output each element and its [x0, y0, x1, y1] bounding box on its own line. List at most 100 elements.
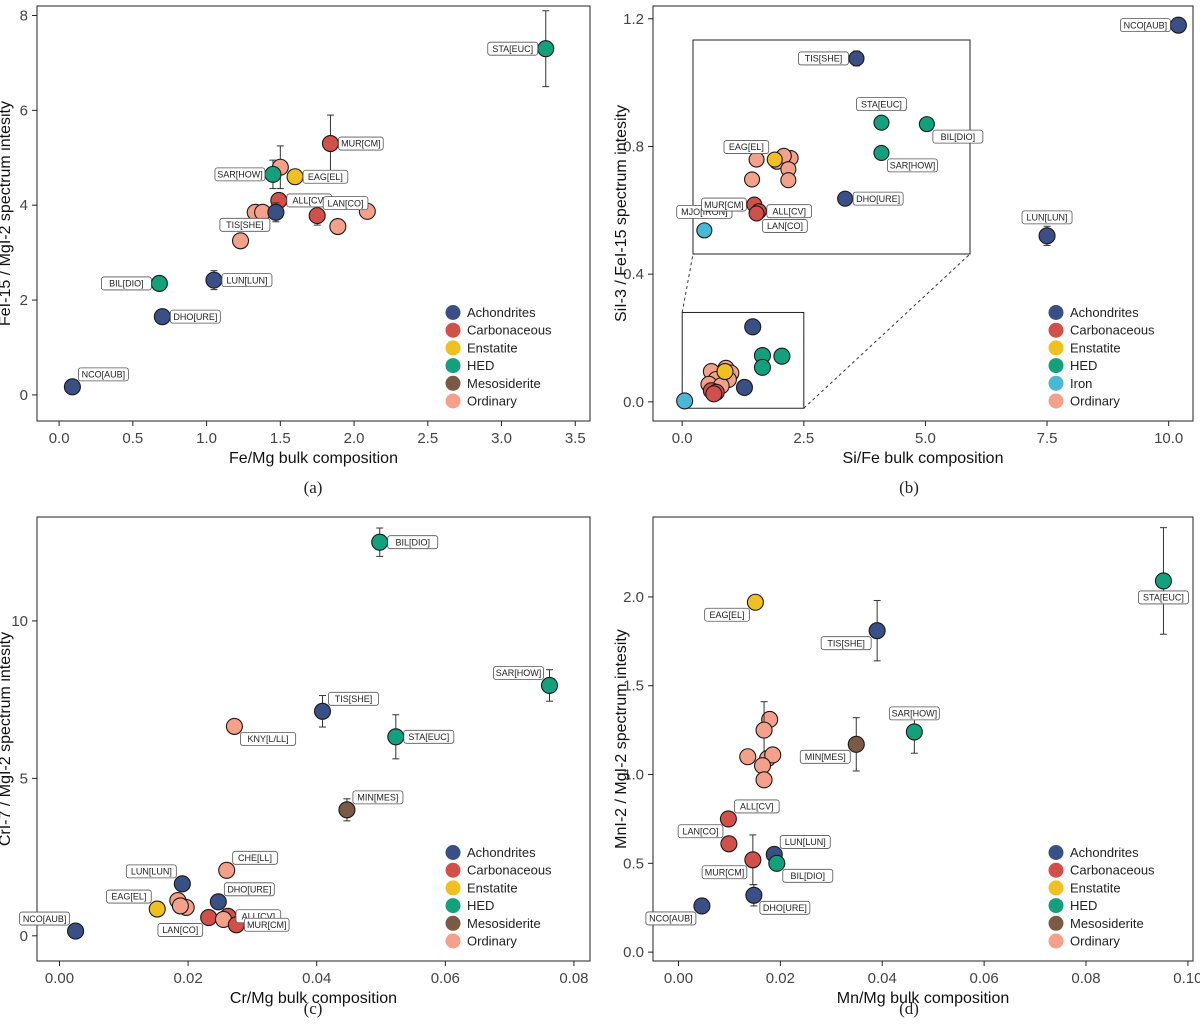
point-label-text: NCO[AUB] [1124, 20, 1168, 30]
point-label-text: DHO[URE] [763, 903, 807, 913]
point-label-box [704, 607, 750, 622]
data-point-hed-sar-how [873, 144, 890, 161]
point-label-tis-she: TIS[SHE] [328, 691, 379, 706]
point-label-box [157, 923, 204, 937]
point-label-text: LUN[LUN] [131, 867, 172, 877]
legend-label-hed: HED [467, 898, 494, 913]
point-label-text: STA[EUC] [408, 732, 449, 742]
x-axis-title: Si/Fe bulk composition [843, 450, 1004, 467]
point-label-box [387, 535, 439, 550]
data-point-achondrites-dho-ure [153, 308, 171, 326]
point-label-box [322, 196, 369, 211]
point-label-dho-ure: DHO[URE] [169, 309, 221, 324]
data-point-achondrites-nco-aub [693, 897, 711, 915]
legend-label-achondrites: Achondrites [1070, 305, 1139, 320]
point-label-text: SAR[HOW] [890, 161, 936, 171]
point-label-box [352, 790, 404, 805]
data-point-hed-bil-dio [150, 274, 168, 293]
legend-label-carbonaceous: Carbonaceous [467, 863, 552, 878]
legend-label-ordinary: Ordinary [1070, 934, 1120, 949]
data-point-hed [773, 347, 791, 365]
data-point-enstatite [716, 362, 734, 381]
point-label-mur-cm: MUR[CM] [701, 197, 747, 212]
data-point-carbonaceous-lan-co [720, 835, 738, 853]
legend-marker-enstatite [1048, 340, 1064, 356]
y-tick-label: 4 [20, 197, 28, 214]
legend-marker-hed [445, 898, 461, 914]
point-label-text: MUR[CM] [705, 867, 745, 877]
data-point-mesosiderite-min-mes [847, 735, 865, 753]
legend-label-hed: HED [1070, 898, 1097, 913]
point-label-box [125, 864, 177, 879]
point-label-text: ALL[CV] [740, 802, 774, 812]
x-tick-label: 1.5 [270, 430, 291, 447]
point-label-eag-el: EAG[EL] [704, 607, 750, 622]
y-tick-label: 0.5 [623, 855, 644, 872]
data-point-hed-sta-euc [387, 728, 405, 746]
plot-frame [36, 5, 591, 422]
data-point-achondrites-nco-aub [67, 922, 85, 940]
point-label-eag-el: EAG[EL] [723, 140, 770, 154]
point-label-text: SAR[HOW] [892, 709, 938, 719]
point-label-sar-how: SAR[HOW] [888, 706, 940, 721]
legend-label-iron: Iron [1070, 376, 1092, 391]
labels-layer: STA[EUC] EAG[EL] TIS[SHE] SAR[HOW] MIN[MES] A… [645, 590, 1189, 926]
point-label-tis-she: TIS[SHE] [798, 51, 849, 66]
point-label-box [403, 729, 455, 744]
point-label-box [214, 167, 266, 182]
legend-marker-carbonaceous [445, 862, 461, 878]
x-tick-label: 0.00 [664, 970, 693, 987]
point-label-text: STA[EUC] [492, 44, 533, 54]
point-label-text: DHO[URE] [173, 312, 217, 322]
data-point-ordinary [755, 771, 773, 789]
y-axis-title: MnI-2 / MgI-2 spectrum intesity [613, 629, 630, 849]
point-label-box [493, 666, 544, 680]
data-point-achondrites-lun-lun [205, 271, 223, 289]
legend-marker-achondrites [1048, 845, 1064, 860]
data-point-hed-bil-dio [371, 533, 389, 551]
point-label-box [240, 732, 297, 746]
point-label-box [677, 824, 724, 839]
legend-marker-mesosiderite [1048, 915, 1064, 931]
point-label-sar-how: SAR[HOW] [887, 158, 938, 173]
data-point-carbonaceous [705, 385, 723, 403]
x-tick-label: 0.08 [559, 970, 588, 987]
point-label-box [888, 706, 940, 721]
data-point-achondrites [744, 318, 762, 336]
point-label-eag-el: EAG[EL] [106, 889, 152, 904]
point-label-bil-dio: BIL[DIO] [932, 129, 984, 144]
point-label-text: EAG[EL] [729, 142, 764, 152]
point-label-box [645, 911, 697, 926]
panel-caption: (c) [304, 999, 323, 1018]
data-point-ordinary [753, 757, 772, 775]
panel-d: 0.00 0.02 0.04 0.06 0.08 0.10 0.0 0.5 1.0 1.5 2.0 M… [613, 516, 1200, 1018]
point-label-box [106, 889, 152, 904]
point-label-bil-dio: BIL[DIO] [782, 868, 834, 883]
data-point-hed-sar-how [905, 723, 923, 741]
legend-marker-ordinary [1048, 393, 1064, 409]
point-label-text: NCO[AUB] [23, 914, 67, 924]
point-label-sta-euc: STA[EUC] [403, 729, 455, 744]
point-label-all-cv: ALL[CV] [766, 204, 812, 219]
data-point-enstatite-eag-el [746, 593, 764, 611]
point-label-text: MIN[MES] [805, 752, 846, 762]
point-label-sta-euc: STA[EUC] [856, 97, 907, 112]
x-tick-label: 0.0 [672, 430, 693, 447]
legend-marker-iron [1048, 375, 1064, 391]
y-tick-label: 1.0 [623, 767, 644, 784]
point-label-min-mes: MIN[MES] [799, 749, 851, 764]
point-label-box [302, 169, 349, 184]
point-label-box [221, 273, 273, 288]
point-label-text: TIS[SHE] [335, 694, 373, 704]
y-tick-label: 10 [11, 613, 28, 630]
data-point-carbonaceous-mur-cm [744, 851, 762, 869]
legend-marker-hed [1048, 898, 1064, 914]
data-point-enstatite-eag-el [766, 151, 783, 168]
panel-caption: (d) [899, 999, 919, 1018]
y-tick-label: 0.0 [623, 394, 644, 411]
legend-label-ordinary: Ordinary [1070, 394, 1120, 409]
point-label-box [723, 140, 770, 154]
data-point-achondrites-tis-she [267, 203, 285, 221]
legend-label-mesosiderite: Mesosiderite [467, 376, 541, 391]
legend-label-carbonaceous: Carbonaceous [1070, 323, 1155, 338]
